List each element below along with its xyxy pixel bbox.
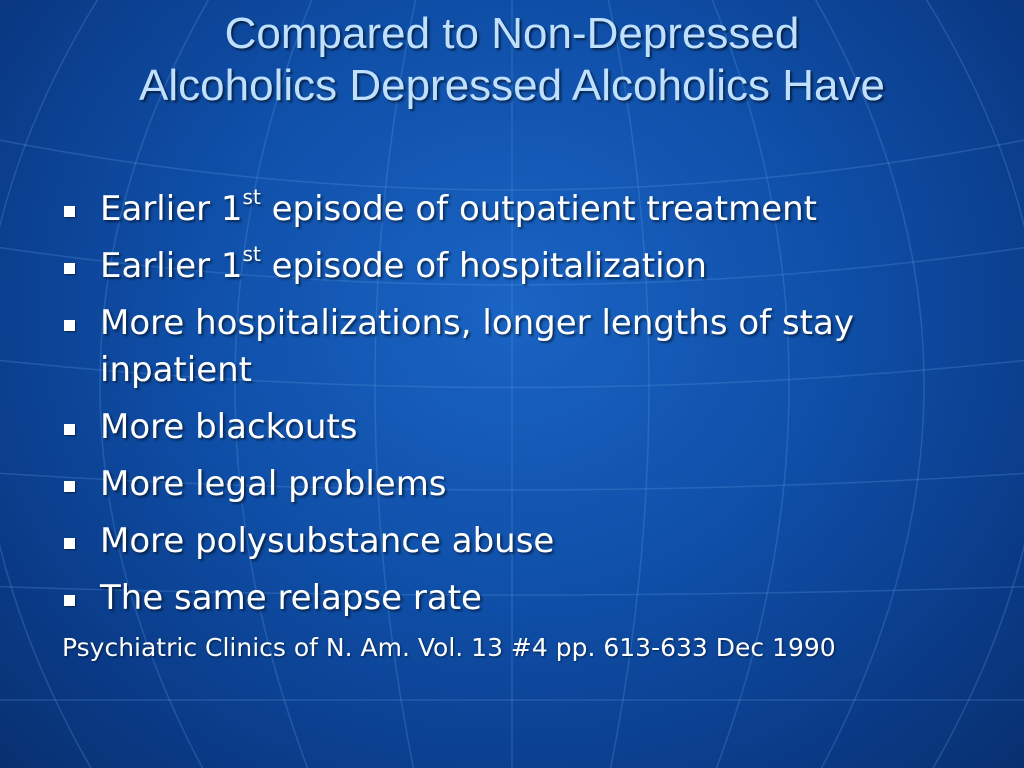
bullet-superscript: st <box>242 241 261 266</box>
bullet-item: The same relapse rate <box>60 575 980 622</box>
slide-title-line-1: Compared to Non-Depressed <box>224 9 800 58</box>
bullet-text-continued: episode of outpatient treatment <box>260 189 817 229</box>
slide-title-line-2: Alcoholics Depressed Alcoholics Have <box>139 61 885 110</box>
square-bullet-icon <box>64 320 75 331</box>
citation-text: Psychiatric Clinics of N. Am. Vol. 13 #4… <box>62 633 836 662</box>
bullet-text: More blackouts <box>100 407 358 447</box>
bullet-item: More polysubstance abuse <box>60 518 980 565</box>
bullet-text: Earlier 1 <box>100 246 243 286</box>
bullet-text: Earlier 1 <box>100 189 243 229</box>
square-bullet-icon <box>64 424 75 435</box>
bullet-text: The same relapse rate <box>100 578 482 618</box>
bullet-item: Earlier 1st episode of hospitalization <box>60 243 980 290</box>
bullet-item: More blackouts <box>60 404 980 451</box>
bullet-text: More legal problems <box>100 464 447 504</box>
slide-title: Compared to Non-Depressed Alcoholics Dep… <box>0 8 1024 112</box>
bullet-text: More hospitalizations, longer lengths of… <box>100 303 854 390</box>
bullet-superscript: st <box>242 184 261 209</box>
bullet-item: Earlier 1st episode of outpatient treatm… <box>60 186 980 233</box>
bullet-list: Earlier 1st episode of outpatient treatm… <box>60 186 980 632</box>
square-bullet-icon <box>64 206 75 217</box>
bullet-text: More polysubstance abuse <box>100 521 555 561</box>
bullet-item: More legal problems <box>60 461 980 508</box>
bullet-text-continued: episode of hospitalization <box>260 246 707 286</box>
square-bullet-icon <box>64 595 75 606</box>
square-bullet-icon <box>64 481 75 492</box>
square-bullet-icon <box>64 538 75 549</box>
bullet-item: More hospitalizations, longer lengths of… <box>60 300 980 394</box>
square-bullet-icon <box>64 263 75 274</box>
